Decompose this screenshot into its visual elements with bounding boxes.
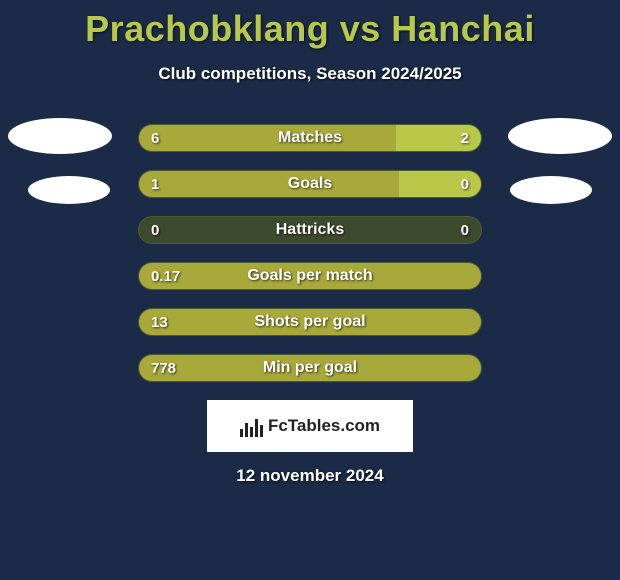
branding-badge: FcTables.com — [207, 400, 413, 452]
chart-icon — [240, 415, 262, 437]
bar-segment-left — [139, 171, 399, 197]
comparison-chart: 62Matches 10Goals 0 0Hattricks 0.17Goals per… — [0, 124, 620, 382]
stat-value-left: 0 — [151, 217, 159, 243]
subtitle: Club competitions, Season 2024/2025 — [0, 64, 620, 84]
bar-segment-right — [399, 171, 481, 197]
bar-segment-left — [139, 309, 481, 335]
page-title: Prachobklang vs Hanchai — [0, 0, 620, 50]
stat-row: 778Min per goal — [138, 354, 482, 382]
bar-segment-left — [139, 125, 396, 151]
stat-row: 0 0Hattricks — [138, 216, 482, 244]
stat-row: 13Shots per goal — [138, 308, 482, 336]
stat-row: 0.17Goals per match — [138, 262, 482, 290]
bars-container: 62Matches 10Goals 0 0Hattricks 0.17Goals per… — [138, 124, 482, 382]
stat-row: 10Goals — [138, 170, 482, 198]
bar-segment-right — [396, 125, 482, 151]
stat-row: 62Matches — [138, 124, 482, 152]
stat-value-right: 0 — [461, 217, 469, 243]
branding-text: FcTables.com — [268, 416, 380, 436]
date-label: 12 november 2024 — [0, 466, 620, 486]
stat-label: Hattricks — [139, 217, 481, 243]
bar-segment-left — [139, 263, 481, 289]
bar-segment-left — [139, 355, 481, 381]
